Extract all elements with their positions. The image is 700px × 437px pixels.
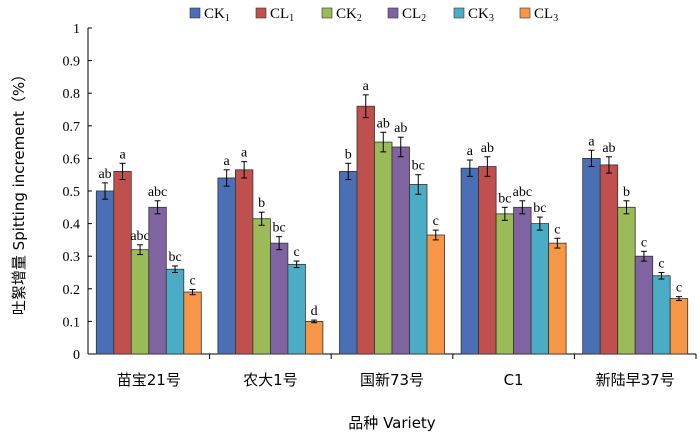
bar xyxy=(95,190,115,355)
legend-label: CK2 xyxy=(336,6,362,24)
y-axis-title: 吐絮增量 Spitting increment（%） xyxy=(10,67,28,315)
legend-label: CL1 xyxy=(270,6,294,24)
y-tick-label: 0.7 xyxy=(63,120,81,135)
category-label: C1 xyxy=(504,371,524,389)
y-tick-label: 0.3 xyxy=(63,250,81,265)
bar xyxy=(426,234,445,355)
bar xyxy=(634,255,654,355)
significance-label: c xyxy=(189,273,195,288)
significance-label: bc xyxy=(168,250,181,265)
bar xyxy=(409,184,428,355)
significance-label: c xyxy=(658,257,664,272)
category-label: 国新73号 xyxy=(360,371,424,389)
legend-label: CK3 xyxy=(468,6,494,24)
bar xyxy=(148,206,167,355)
significance-label: abc xyxy=(130,229,149,244)
bar xyxy=(582,157,601,355)
significance-label: ab xyxy=(394,121,407,136)
legend-swatch xyxy=(321,7,333,19)
legend-subscript: 2 xyxy=(357,13,362,24)
significance-label: ab xyxy=(98,167,111,182)
legend-subscript: 3 xyxy=(489,13,494,24)
significance-label: b xyxy=(623,185,630,200)
bar xyxy=(339,171,358,355)
legend-subscript: 3 xyxy=(553,13,558,24)
y-tick-label: 0.2 xyxy=(63,283,81,298)
bar xyxy=(234,169,254,355)
bar xyxy=(652,275,671,355)
legend-label: CK1 xyxy=(204,6,230,24)
significance-label: ab xyxy=(377,116,390,131)
y-tick-label: 1 xyxy=(73,22,80,37)
legend-swatch xyxy=(453,7,465,19)
significance-label: abc xyxy=(513,185,532,200)
legend-swatch xyxy=(387,7,399,19)
category-label: 农大1号 xyxy=(243,371,298,389)
bar xyxy=(460,167,480,355)
plot-area: 00.10.20.30.40.50.60.70.80.91abaabcabcbc… xyxy=(63,22,697,389)
bar xyxy=(548,242,567,355)
bar xyxy=(391,146,410,355)
significance-label: bc xyxy=(533,201,546,216)
bar xyxy=(530,223,549,355)
bar xyxy=(269,242,289,355)
significance-label: bc xyxy=(498,191,511,206)
bar xyxy=(183,291,202,355)
bar xyxy=(304,320,324,355)
significance-label: a xyxy=(119,147,126,162)
significance-label: ab xyxy=(481,141,494,156)
bar xyxy=(599,164,619,355)
bar xyxy=(252,218,271,355)
y-tick-label: 0.1 xyxy=(63,315,81,330)
significance-label: b xyxy=(345,147,352,162)
significance-label: c xyxy=(554,222,560,237)
significance-label: a xyxy=(467,144,474,159)
legend-label: CL3 xyxy=(534,6,558,24)
legend-subscript: 2 xyxy=(421,13,426,24)
significance-label: ab xyxy=(602,141,615,156)
bar xyxy=(217,177,236,355)
bar xyxy=(669,298,689,355)
significance-label: a xyxy=(363,79,370,94)
bar xyxy=(513,206,532,355)
bar xyxy=(165,268,185,355)
significance-label: d xyxy=(311,304,318,319)
legend-swatch xyxy=(189,7,201,19)
y-tick-label: 0 xyxy=(73,348,80,363)
significance-label: abc xyxy=(148,185,167,200)
y-tick-label: 0.6 xyxy=(63,152,81,167)
category-label: 新陆早37号 xyxy=(596,371,675,389)
legend: CK1 CL1 CK2 CL2 CK3 CL3 xyxy=(189,6,558,24)
bar xyxy=(356,105,375,355)
bar xyxy=(374,141,393,355)
significance-label: a xyxy=(224,154,231,169)
significance-label: c xyxy=(294,245,300,260)
category-label: 苗宝21号 xyxy=(117,371,181,389)
bar xyxy=(495,213,515,355)
y-tick-label: 0.8 xyxy=(63,87,81,102)
y-tick-label: 0.9 xyxy=(63,55,81,70)
significance-label: a xyxy=(241,146,248,161)
significance-label: b xyxy=(258,196,265,211)
bar xyxy=(130,249,150,355)
legend-subscript: 1 xyxy=(289,13,294,24)
x-axis-title: 品种 Variety xyxy=(348,414,436,432)
significance-label: a xyxy=(588,134,595,149)
significance-label: c xyxy=(676,281,682,296)
bar xyxy=(617,206,636,355)
significance-label: bc xyxy=(412,159,425,174)
y-tick-label: 0.5 xyxy=(63,185,81,200)
legend-swatch xyxy=(255,7,267,19)
bar xyxy=(287,263,306,355)
bar xyxy=(478,166,497,355)
legend-subscript: 1 xyxy=(225,13,230,24)
significance-label: c xyxy=(433,214,439,229)
legend-swatch xyxy=(519,7,531,19)
y-tick-label: 0.4 xyxy=(63,218,81,233)
bar xyxy=(113,171,132,355)
significance-label: bc xyxy=(273,221,286,236)
significance-label: c xyxy=(641,235,647,250)
legend-label: CL2 xyxy=(402,6,426,24)
